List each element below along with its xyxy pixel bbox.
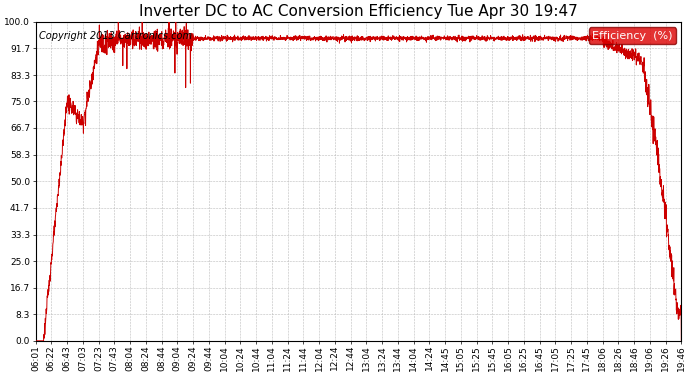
Title: Inverter DC to AC Conversion Efficiency Tue Apr 30 19:47: Inverter DC to AC Conversion Efficiency … <box>139 4 578 19</box>
Text: Copyright 2013 Cartronics.com: Copyright 2013 Cartronics.com <box>39 31 192 41</box>
Legend: Efficiency  (%): Efficiency (%) <box>589 27 676 44</box>
